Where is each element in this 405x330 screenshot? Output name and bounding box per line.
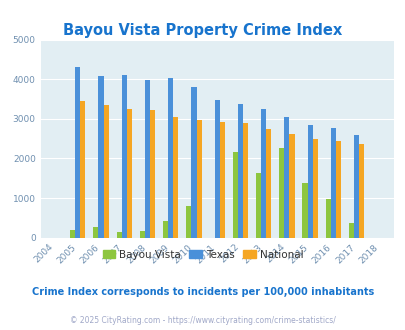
- Bar: [243, 123, 247, 238]
- Legend: Bayou Vista, Texas, National: Bayou Vista, Texas, National: [98, 246, 307, 264]
- Bar: [98, 76, 103, 238]
- Bar: [70, 230, 75, 238]
- Bar: [75, 67, 80, 238]
- Text: Crime Index corresponds to incidents per 100,000 inhabitants: Crime Index corresponds to incidents per…: [32, 287, 373, 297]
- Bar: [358, 144, 363, 238]
- Bar: [139, 231, 145, 238]
- Text: © 2025 CityRating.com - https://www.cityrating.com/crime-statistics/: © 2025 CityRating.com - https://www.city…: [70, 316, 335, 325]
- Bar: [93, 227, 98, 238]
- Bar: [256, 174, 260, 238]
- Bar: [150, 110, 155, 238]
- Text: Bayou Vista Property Crime Index: Bayou Vista Property Crime Index: [63, 23, 342, 38]
- Bar: [312, 139, 317, 238]
- Bar: [173, 117, 178, 238]
- Bar: [284, 117, 289, 238]
- Bar: [237, 104, 243, 238]
- Bar: [348, 223, 353, 238]
- Bar: [163, 220, 168, 238]
- Bar: [219, 121, 224, 238]
- Bar: [191, 87, 196, 238]
- Bar: [330, 128, 335, 238]
- Bar: [260, 109, 266, 238]
- Bar: [80, 101, 85, 238]
- Bar: [116, 232, 121, 238]
- Bar: [353, 135, 358, 238]
- Bar: [122, 75, 126, 238]
- Bar: [168, 79, 173, 238]
- Bar: [302, 182, 307, 238]
- Bar: [232, 152, 237, 238]
- Bar: [196, 120, 201, 238]
- Bar: [145, 80, 150, 238]
- Bar: [186, 206, 191, 238]
- Bar: [289, 134, 294, 238]
- Bar: [214, 100, 219, 238]
- Bar: [266, 129, 271, 238]
- Bar: [103, 105, 109, 238]
- Bar: [126, 109, 132, 238]
- Bar: [325, 199, 330, 238]
- Bar: [307, 125, 312, 238]
- Bar: [335, 141, 340, 238]
- Bar: [279, 148, 284, 238]
